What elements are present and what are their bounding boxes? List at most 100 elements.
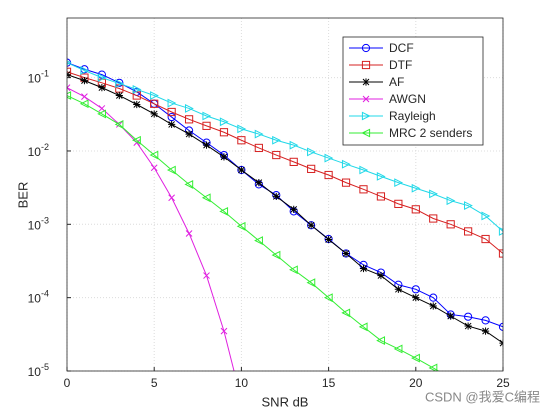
marker: [167, 98, 177, 108]
marker: [325, 235, 333, 244]
legend-marker: [362, 95, 370, 103]
marker: [412, 294, 420, 302]
y-tick-base: 10: [28, 72, 42, 86]
marker: [481, 316, 490, 325]
x-tick-label: 20: [409, 376, 423, 390]
legend-marker: [362, 78, 370, 86]
legend-label: AF: [389, 75, 404, 89]
marker: [341, 308, 351, 318]
marker: [393, 344, 403, 354]
marker: [411, 205, 420, 214]
marker: [237, 166, 245, 174]
series-line: [67, 95, 440, 371]
y-tick-label: 10-4: [28, 289, 49, 306]
marker: [201, 193, 211, 203]
marker: [80, 77, 89, 85]
marker: [220, 153, 228, 161]
x-tick-label: 15: [322, 376, 336, 390]
marker: [219, 128, 229, 137]
marker: [394, 199, 403, 208]
y-tick-exponent: -2: [41, 142, 49, 152]
marker: [79, 99, 89, 109]
legend-label: AWGN: [389, 92, 426, 106]
marker: [150, 164, 158, 172]
marker: [254, 143, 263, 153]
marker: [166, 165, 176, 175]
marker: [184, 104, 194, 113]
marker: [376, 192, 386, 201]
marker: [289, 265, 298, 275]
y-tick-base: 10: [28, 145, 42, 159]
marker: [481, 234, 490, 244]
marker: [185, 130, 193, 138]
marker: [115, 91, 123, 100]
marker: [97, 109, 106, 119]
marker: [168, 120, 176, 129]
x-tick-label: 25: [496, 376, 510, 390]
y-tick-base: 10: [28, 292, 42, 306]
marker: [323, 293, 333, 303]
marker: [254, 129, 264, 139]
y-tick-exponent: -4: [41, 289, 49, 299]
marker: [272, 135, 281, 145]
x-axis-label: SNR dB: [262, 394, 309, 409]
marker: [132, 91, 141, 100]
marker: [255, 179, 263, 187]
marker: [67, 84, 71, 92]
y-tick-label: 10-2: [28, 142, 49, 159]
legend-label: DCF: [389, 41, 414, 55]
marker: [272, 192, 280, 201]
marker: [324, 170, 333, 180]
marker: [289, 157, 298, 166]
marker: [220, 327, 228, 335]
marker: [359, 264, 368, 273]
marker: [289, 140, 299, 150]
marker: [67, 91, 72, 100]
marker: [429, 189, 438, 199]
y-tick-label: 10-5: [28, 362, 49, 379]
legend-marker: [361, 60, 371, 70]
y-tick-base: 10: [28, 365, 42, 379]
series-line: [67, 71, 503, 254]
marker: [237, 136, 246, 145]
series-line: [67, 62, 503, 232]
marker: [167, 107, 176, 117]
marker: [184, 115, 194, 124]
marker: [98, 84, 106, 92]
x-tick-label: 5: [151, 376, 158, 390]
marker: [114, 120, 124, 129]
series-group: [67, 58, 503, 382]
marker: [185, 230, 193, 237]
marker: [307, 164, 316, 173]
marker: [184, 179, 194, 189]
marker: [411, 353, 420, 363]
marker: [481, 211, 491, 221]
legend-marker: [361, 111, 371, 121]
marker: [394, 178, 404, 188]
marker: [168, 194, 175, 202]
marker: [115, 79, 125, 88]
marker: [464, 227, 473, 236]
marker: [376, 336, 386, 345]
marker: [306, 278, 316, 288]
marker: [464, 322, 472, 330]
marker: [429, 293, 438, 302]
marker: [464, 201, 473, 210]
legend: DCF DTF AF AWGN Rayleigh MRC 2 senders: [342, 36, 484, 146]
marker: [411, 183, 421, 193]
marker: [98, 105, 106, 112]
marker: [307, 147, 316, 157]
marker: [447, 375, 454, 382]
y-tick-exponent: -1: [41, 69, 49, 79]
marker: [428, 363, 438, 371]
legend-label: Rayleigh: [389, 109, 436, 123]
marker: [203, 272, 210, 279]
marker: [394, 285, 402, 293]
marker: [219, 117, 229, 127]
marker: [272, 150, 281, 160]
marker: [133, 100, 141, 109]
marker: [358, 322, 368, 332]
marker: [411, 285, 420, 294]
